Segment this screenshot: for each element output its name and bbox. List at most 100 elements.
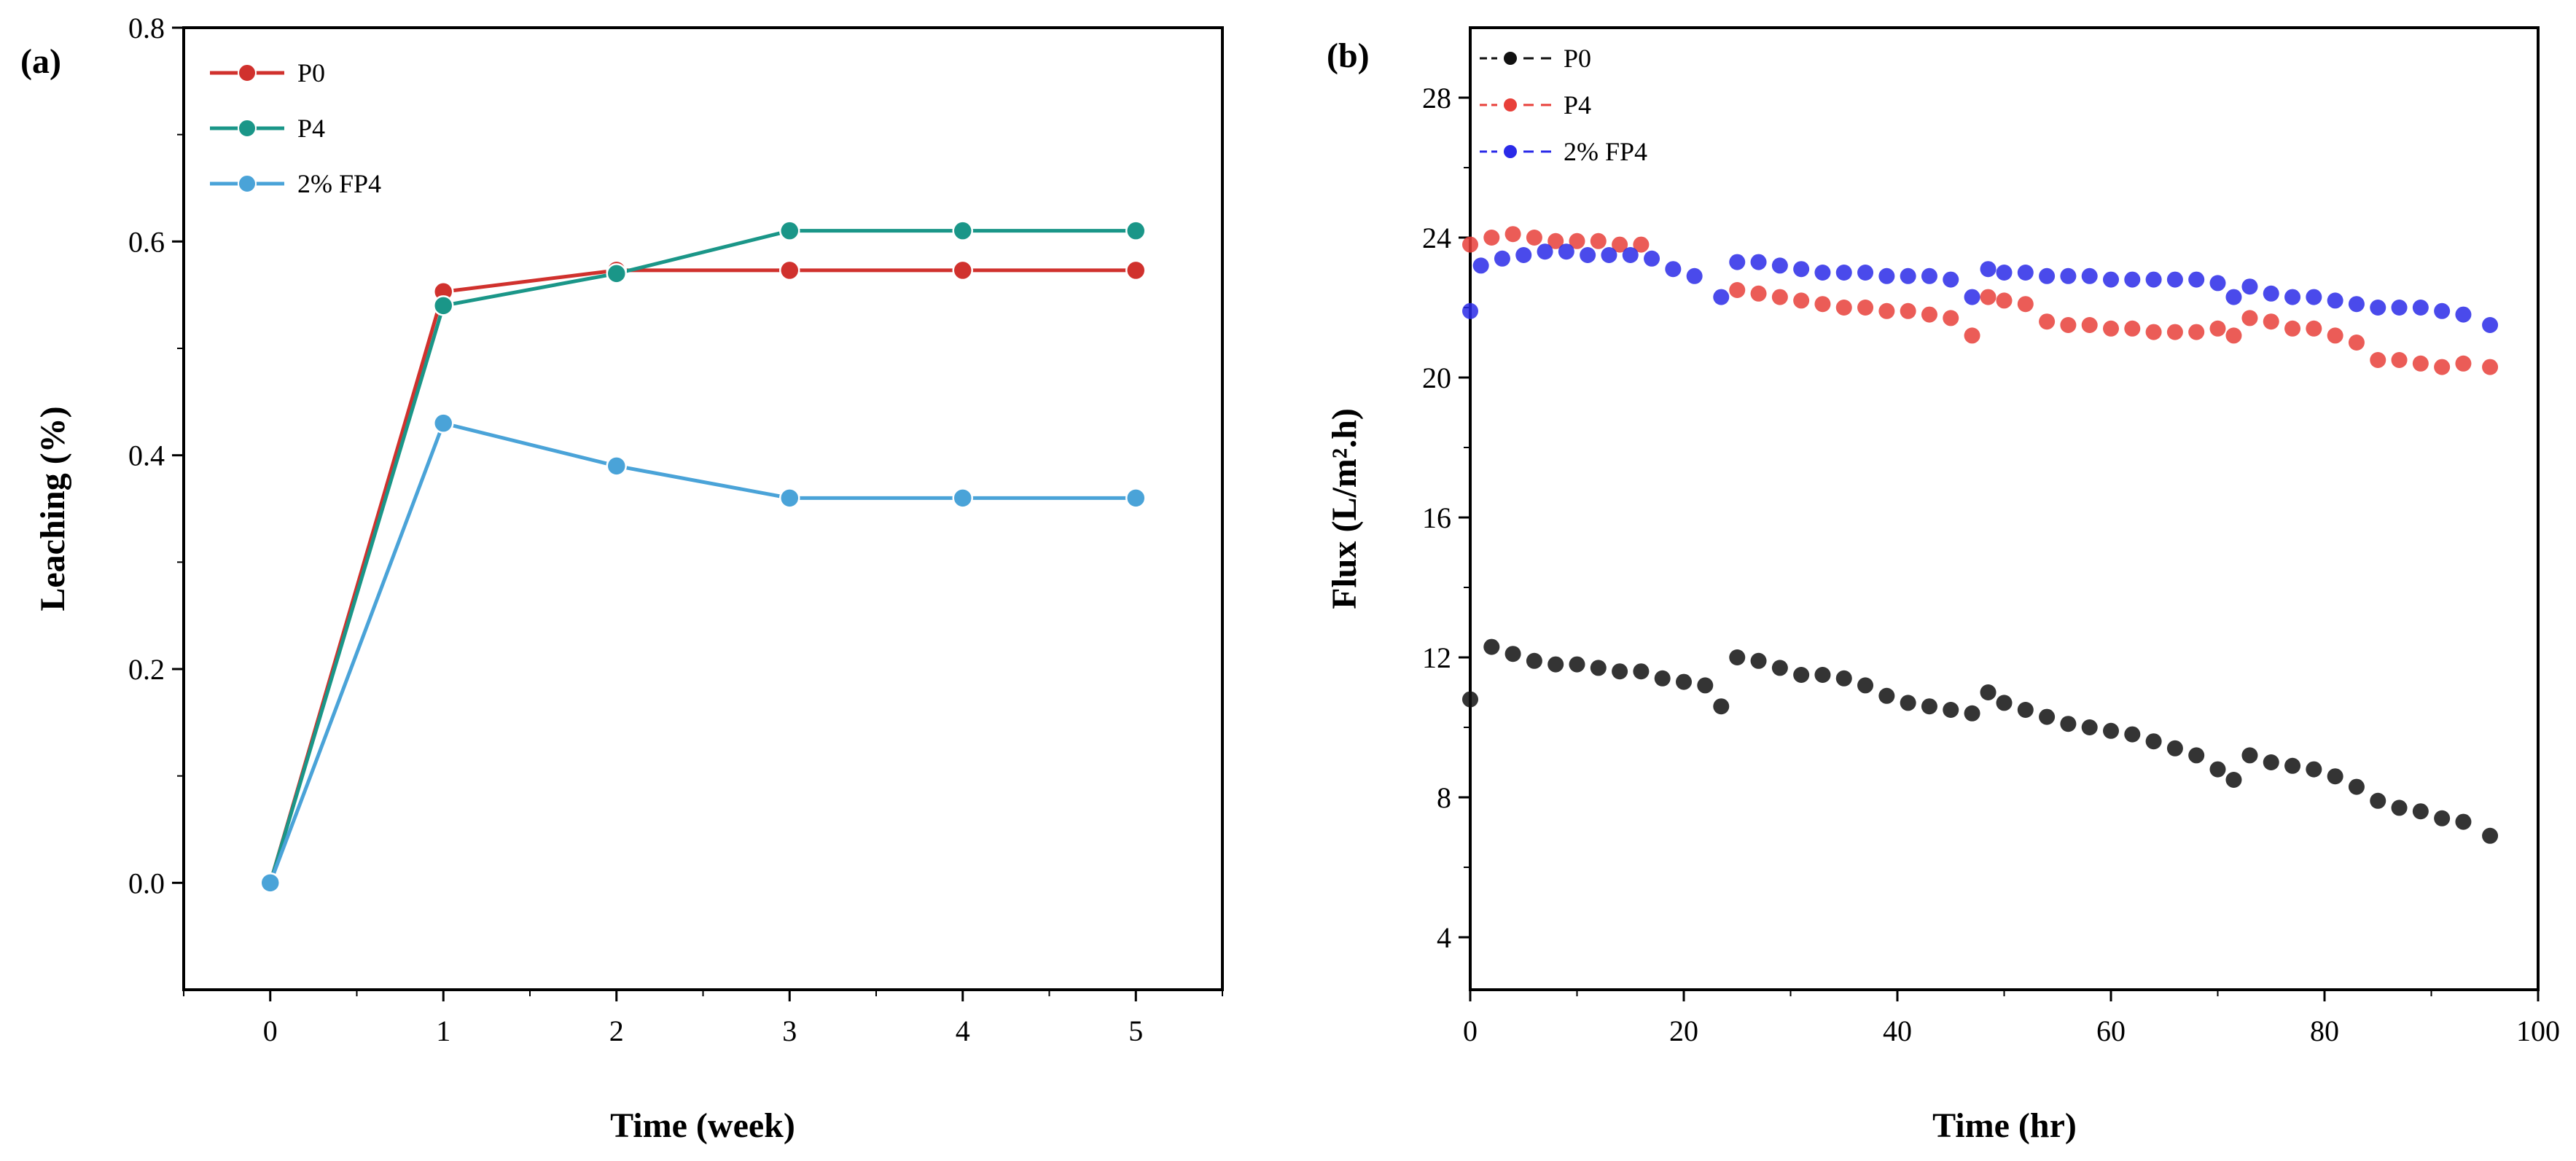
data-point-p4	[1996, 292, 2013, 309]
data-point-p4	[1125, 220, 1147, 241]
data-point-2-fp4	[1878, 267, 1895, 284]
data-point-2-fp4	[2060, 267, 2077, 284]
data-point-p0	[1771, 660, 1788, 676]
x-tick-label-b: 0	[1463, 1015, 1478, 1047]
data-point-p4	[606, 263, 627, 284]
data-point-2-fp4	[1580, 247, 1596, 263]
data-point-2-fp4	[1793, 261, 1810, 278]
data-point-2-fp4	[2482, 317, 2499, 333]
data-point-p0	[1921, 698, 1937, 715]
data-point-p0	[2124, 726, 2141, 743]
data-point-p4	[1900, 302, 1916, 319]
data-point-p0	[1633, 663, 1650, 680]
y-axis-b: 4 8 12 16 20 24 28	[1422, 82, 1470, 954]
data-point-p4	[1793, 292, 1810, 309]
data-point-p4	[2455, 355, 2472, 372]
data-point-2-fp4	[2145, 271, 2162, 288]
data-point-p4	[1633, 236, 1650, 253]
data-point-p4	[1750, 285, 1767, 302]
x-tick-label-a: 3	[782, 1015, 797, 1047]
data-point-2-fp4	[1729, 254, 1746, 270]
data-point-p4	[2124, 320, 2141, 337]
data-point-2-fp4	[2370, 300, 2386, 316]
data-point-p4	[779, 220, 800, 241]
data-point-p0	[1814, 667, 1831, 683]
data-point-2-fp4	[1622, 247, 1639, 263]
data-point-p0	[2348, 778, 2365, 795]
data-point-2-fp4	[1494, 250, 1510, 267]
legend-label-p0: P0	[1564, 44, 1591, 73]
data-point-2-fp4	[1857, 265, 1874, 281]
data-point-p4	[2039, 313, 2056, 330]
legend-marker-p4	[1504, 98, 1517, 112]
legend-label-p4: P4	[297, 114, 325, 143]
data-point-p4	[2348, 335, 2365, 351]
data-point-2-fp4	[1665, 261, 1682, 278]
y-tick-label-a: 0.0	[128, 867, 165, 899]
data-point-p4	[2412, 355, 2429, 372]
data-point-2-fp4	[1713, 289, 1730, 305]
data-point-p4	[2482, 359, 2499, 375]
data-point-p4	[1612, 236, 1628, 253]
series-points-a	[259, 220, 1147, 894]
data-point-p0	[952, 259, 973, 281]
data-point-p4	[1980, 289, 1997, 305]
data-point-2-fp4	[1462, 302, 1478, 319]
y-tick-label-b: 4	[1437, 921, 1451, 954]
data-point-2-fp4	[1686, 267, 1703, 284]
data-point-p4	[1729, 282, 1746, 298]
data-point-2-fp4	[2166, 271, 2183, 288]
data-point-p4	[2188, 324, 2205, 340]
data-point-p0	[2434, 810, 2451, 826]
x-tick-label-a: 5	[1128, 1015, 1143, 1047]
y-axis-title-b: Flux (L/m².h)	[1325, 408, 1364, 609]
y-tick-label-b: 12	[1422, 641, 1451, 674]
data-point-p4	[2060, 317, 2077, 333]
data-point-p0	[2284, 757, 2301, 774]
data-point-p4	[2103, 320, 2119, 337]
legend-a: P0 P4 2% FP4	[210, 58, 381, 198]
data-point-2-fp4	[2241, 278, 2258, 295]
data-point-2-fp4	[1125, 488, 1147, 509]
data-point-2-fp4	[606, 456, 627, 477]
data-point-2-fp4	[2412, 300, 2429, 316]
data-point-p0	[2166, 740, 2183, 757]
x-tick-label-b: 80	[2310, 1015, 2339, 1047]
data-point-p0	[2225, 772, 2242, 788]
x-axis-a: 0 1 2 3 4 5	[183, 990, 1223, 1047]
data-point-p0	[2327, 768, 2343, 785]
data-point-2-fp4	[2103, 271, 2119, 288]
data-point-p0	[1750, 652, 1767, 669]
data-point-p4	[2391, 352, 2408, 368]
data-point-p4	[2284, 320, 2301, 337]
data-point-p0	[2209, 761, 2226, 778]
data-point-p4	[2241, 310, 2258, 327]
x-axis-title-b: Time (hr)	[1932, 1106, 2077, 1145]
data-point-p0	[2241, 747, 2258, 764]
data-point-p0	[1980, 684, 1997, 700]
data-point-2-fp4	[1558, 243, 1574, 260]
legend-b: P0 P4 2% FP4	[1480, 44, 1647, 166]
data-point-2-fp4	[2039, 267, 2056, 284]
y-tick-label-a: 0.2	[128, 653, 165, 686]
data-point-2-fp4	[2225, 289, 2242, 305]
legend-marker-2-fp4	[238, 174, 257, 193]
data-point-p4	[1814, 296, 1831, 313]
data-point-p0	[1943, 702, 1959, 718]
data-point-p0	[1835, 670, 1852, 687]
leaching-chart: (a) 0 1 2 3 4 5 0.0 0.2 0.4 0.6 0.8 Time (week) L…	[20, 12, 1224, 1145]
data-point-p0	[1526, 652, 1542, 669]
x-tick-label-a: 1	[436, 1015, 450, 1047]
data-point-p0	[1729, 649, 1746, 665]
x-axis-title-a: Time (week)	[610, 1106, 795, 1145]
data-point-p4	[2225, 327, 2242, 344]
y-tick-label-b: 24	[1422, 222, 1451, 254]
data-point-2-fp4	[2327, 292, 2343, 309]
data-point-p4	[1878, 302, 1895, 319]
data-point-p4	[2209, 320, 2226, 337]
legend-marker-p0	[238, 63, 257, 82]
data-point-p4	[2370, 352, 2386, 368]
data-point-2-fp4	[2209, 275, 2226, 292]
data-point-p0	[2263, 754, 2279, 770]
data-point-p0	[1878, 687, 1895, 704]
